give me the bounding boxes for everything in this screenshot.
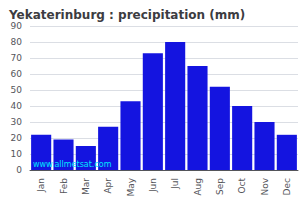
svg-text:0: 0	[16, 165, 22, 175]
svg-text:www.allmetsat.com: www.allmetsat.com	[33, 160, 112, 169]
svg-text:Apr: Apr	[103, 178, 113, 194]
svg-text:Jul: Jul	[170, 178, 180, 190]
svg-text:Dec: Dec	[282, 178, 292, 195]
svg-text:Jan: Jan	[36, 178, 46, 193]
svg-text:Yekaterinburg : precipitation: Yekaterinburg : precipitation (mm)	[8, 8, 245, 22]
svg-text:May: May	[126, 177, 136, 196]
svg-text:40: 40	[11, 101, 23, 111]
svg-text:Jun: Jun	[148, 178, 158, 193]
svg-text:Aug: Aug	[193, 178, 203, 196]
svg-text:70: 70	[11, 53, 23, 63]
svg-text:20: 20	[11, 133, 23, 143]
svg-text:Nov: Nov	[260, 177, 270, 195]
svg-text:10: 10	[11, 149, 23, 159]
svg-text:90: 90	[11, 21, 23, 31]
svg-text:Sep: Sep	[215, 178, 225, 195]
svg-text:Mar: Mar	[81, 178, 91, 195]
svg-text:80: 80	[11, 37, 23, 47]
svg-text:50: 50	[11, 85, 23, 95]
svg-text:Oct: Oct	[237, 178, 247, 194]
svg-text:Feb: Feb	[59, 178, 69, 194]
svg-text:30: 30	[11, 117, 23, 127]
svg-text:60: 60	[11, 69, 23, 79]
